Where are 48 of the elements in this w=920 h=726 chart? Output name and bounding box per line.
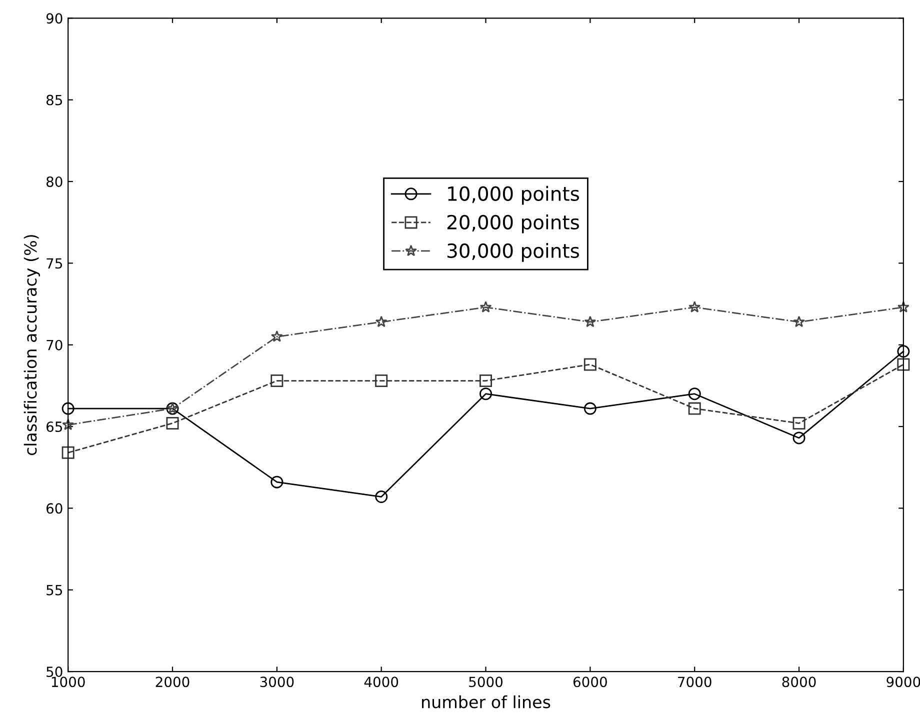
y-tick-label: 65 <box>46 421 62 432</box>
point <box>792 432 806 444</box>
point <box>897 345 910 358</box>
x-tick-label: 1000 <box>52 676 85 688</box>
y-tick-label: 50 <box>46 666 62 678</box>
point <box>480 301 492 312</box>
x-tick-label: 6000 <box>573 676 607 688</box>
point <box>792 417 806 430</box>
point <box>270 374 284 388</box>
point <box>166 417 179 430</box>
point <box>62 446 74 459</box>
y-tick-label: 90 <box>46 13 62 24</box>
y-tick-label: 60 <box>46 503 62 514</box>
point <box>897 301 910 312</box>
point <box>480 388 492 400</box>
point <box>584 402 596 415</box>
legend-label: 30,000 points <box>447 243 579 262</box>
legend-label: 20,000 points <box>447 214 579 234</box>
point <box>375 490 388 504</box>
x-tick-label: 3000 <box>260 676 294 688</box>
y-tick-label: 85 <box>46 94 62 106</box>
point <box>375 316 388 328</box>
point <box>62 418 74 430</box>
x-tick-label: 4000 <box>364 676 398 688</box>
x-axis-title: number of lines <box>422 695 550 708</box>
x-tick-label: 7000 <box>678 676 712 688</box>
x-tick-label: 5000 <box>469 676 503 688</box>
point <box>375 374 388 388</box>
point <box>270 476 284 488</box>
point <box>688 301 701 312</box>
y-axis-title: classification accuracy (%) <box>24 235 40 456</box>
y-tick-label: 80 <box>46 176 62 187</box>
point <box>270 330 283 342</box>
point <box>584 358 596 371</box>
x-tick-label: 9000 <box>886 676 920 688</box>
legend-label: 10,000 points <box>448 186 579 205</box>
point <box>584 316 596 328</box>
point <box>897 358 910 371</box>
y-tick-label: 75 <box>46 258 62 269</box>
point <box>62 402 74 415</box>
y-tick-label: 70 <box>46 340 62 350</box>
point <box>793 316 805 328</box>
x-tick-label: 8000 <box>782 676 816 688</box>
point <box>688 402 701 415</box>
point <box>480 374 492 388</box>
x-tick-label: 2000 <box>156 676 190 688</box>
point <box>688 388 701 400</box>
y-tick-label: 55 <box>46 585 62 596</box>
